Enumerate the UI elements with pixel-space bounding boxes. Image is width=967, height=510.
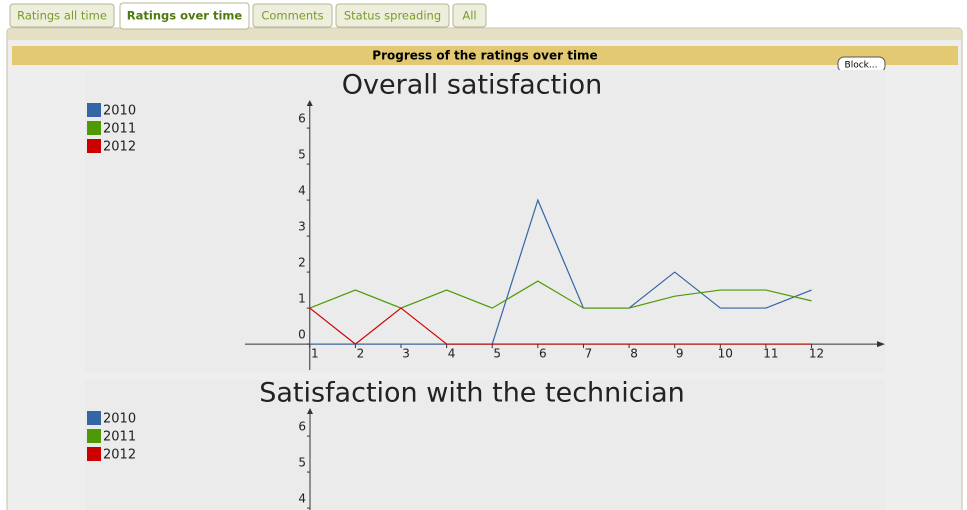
x-tick-label: 1 — [311, 347, 319, 361]
legend-swatch — [87, 139, 101, 153]
block-button-label[interactable]: Block... — [845, 61, 878, 71]
series-line — [309, 307, 812, 345]
tab[interactable] — [335, 3, 450, 28]
legend-label: 2011 — [103, 122, 136, 137]
chart-title: Overall satisfaction — [342, 70, 602, 101]
y-axis-arrow — [307, 408, 313, 414]
tab-label[interactable]: Comments — [261, 9, 323, 23]
legend-swatch — [87, 447, 101, 461]
x-tick-label: 8 — [630, 347, 638, 361]
series-line — [309, 198, 812, 345]
x-tick-label: 5 — [493, 347, 501, 361]
panel-top — [8, 29, 961, 40]
tab[interactable] — [452, 3, 487, 28]
legend-label: 2010 — [103, 104, 136, 119]
y-tick-label: 6 — [298, 112, 306, 126]
tab[interactable] — [9, 3, 115, 28]
y-tick-label: 5 — [298, 148, 306, 162]
legend-label: 2011 — [103, 430, 136, 445]
series-line — [309, 280, 812, 309]
x-tick-label: 6 — [539, 347, 547, 361]
x-tick-label: 4 — [448, 347, 456, 361]
x-tick-label: 9 — [676, 347, 684, 361]
legend-swatch — [87, 429, 101, 443]
legend-label: 2012 — [103, 140, 136, 155]
x-tick-label: 11 — [763, 347, 778, 361]
y-tick-label: 0 — [298, 328, 306, 342]
panel-title: Progress of the ratings over time — [372, 49, 597, 63]
y-tick-label: 3 — [298, 220, 306, 234]
chart-area — [85, 70, 885, 372]
y-tick-label: 4 — [298, 184, 306, 198]
x-tick-label: 12 — [809, 347, 824, 361]
tab[interactable] — [119, 2, 250, 30]
x-tick-label: 7 — [585, 347, 593, 361]
legend-label: 2012 — [103, 448, 136, 463]
tab-label[interactable]: Status spreading — [344, 9, 441, 23]
y-tick-label: 4 — [298, 492, 306, 506]
y-tick-label: 6 — [298, 420, 306, 434]
chart-area — [85, 380, 885, 510]
x-tick-label: 3 — [402, 347, 410, 361]
panel-header — [12, 46, 958, 65]
y-tick-label: 1 — [298, 292, 306, 306]
tab-label[interactable]: Ratings all time — [17, 9, 107, 23]
y-tick-label: 5 — [298, 456, 306, 470]
x-tick-label: 2 — [357, 347, 365, 361]
legend-label: 2010 — [103, 412, 136, 427]
x-axis-arrow — [877, 341, 885, 348]
legend-swatch — [87, 411, 101, 425]
tab[interactable] — [252, 3, 333, 28]
y-tick-label: 2 — [298, 256, 306, 270]
chart-title: Satisfaction with the technician — [259, 378, 685, 409]
tab-label[interactable]: Ratings over time — [127, 9, 243, 23]
legend-swatch — [87, 121, 101, 135]
legend-swatch — [87, 103, 101, 117]
x-tick-label: 10 — [718, 347, 733, 361]
tab-label[interactable]: All — [462, 9, 476, 23]
y-axis-arrow — [306, 100, 313, 106]
